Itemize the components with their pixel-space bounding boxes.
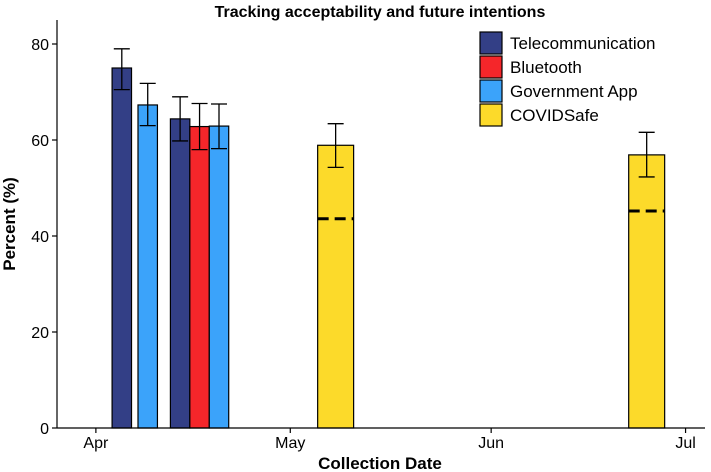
- y-tick-label-80: 80: [31, 37, 49, 54]
- x-tick-label-apr: Apr: [83, 435, 109, 452]
- bar-covidsafe-6: [317, 144, 355, 429]
- legend-swatch-telecommunication: [479, 31, 503, 55]
- legend-swatch-government-app: [479, 79, 503, 103]
- y-tick-label-40: 40: [31, 229, 49, 246]
- x-tick-label-jun: Jun: [478, 435, 504, 452]
- y-axis-title: Percent (%): [0, 177, 19, 271]
- legend-label-government-app: Government App: [510, 82, 638, 101]
- legend: Telecommunication Bluetooth Government App…: [479, 31, 656, 127]
- bar-covidsafe-7: [628, 154, 666, 429]
- chart-title: Tracking acceptability and future intent…: [215, 4, 546, 21]
- x-tick-label-jul: Jul: [675, 435, 695, 452]
- legend-swatch-bluetooth: [479, 55, 503, 79]
- bar-government-app-5: [208, 125, 230, 429]
- legend-swatch-covidsafe: [479, 103, 503, 127]
- bar-government-app-2: [137, 104, 159, 429]
- legend-label-telecommunication: Telecommunication: [510, 34, 656, 53]
- bar-telecommunication-1: [111, 67, 133, 429]
- bars-layer: [111, 48, 666, 429]
- y-tick-label-60: 60: [31, 133, 49, 150]
- legend-label-covidsafe: COVIDSafe: [510, 106, 599, 125]
- x-tick-label-may: May: [275, 435, 305, 452]
- bar-bluetooth-4: [189, 125, 210, 429]
- y-tick-label-0: 0: [40, 421, 49, 438]
- y-tick-label-20: 20: [31, 325, 49, 342]
- x-axis-title: Collection Date: [318, 454, 442, 472]
- ticks-layer: 0 20 40 60 80 Apr May Jun Jul: [31, 37, 696, 452]
- bar-telecommunication-3: [169, 118, 191, 429]
- legend-label-bluetooth: Bluetooth: [510, 58, 582, 77]
